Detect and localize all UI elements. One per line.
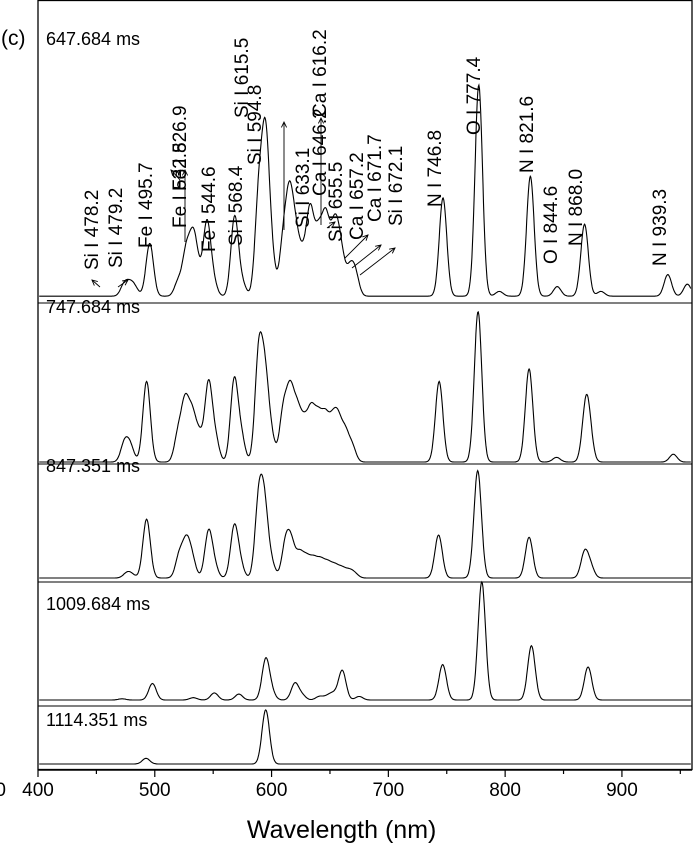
ion-line-label: N I 746.8 xyxy=(425,130,446,207)
annotation-arrowhead xyxy=(170,169,177,176)
ion-line-label: Fe I 526.9 xyxy=(170,105,191,191)
annotation-arrowhead xyxy=(91,279,98,286)
panel-time-label: 1114.351 ms xyxy=(46,710,147,730)
annotation-leader-line xyxy=(91,279,101,288)
annotation-arrowhead xyxy=(122,279,129,286)
spectrum-line xyxy=(39,469,691,579)
panel-time-label: 747.684 ms xyxy=(46,297,140,317)
ion-line-label: Si I 655.5 xyxy=(326,162,347,242)
spectrum-line xyxy=(39,310,691,463)
annotation-leader-line xyxy=(351,244,382,269)
x-tick-label: 700 xyxy=(373,780,405,801)
x-tick-label: 800 xyxy=(489,780,521,801)
panel-time-label: 647.684 ms xyxy=(46,29,140,49)
annotation-leader-line xyxy=(344,234,369,259)
plot-frame xyxy=(37,0,693,771)
ion-line-label: N I 939.3 xyxy=(650,189,671,266)
x-tick-label: 600 xyxy=(256,780,288,801)
annotation-leader-line xyxy=(170,169,181,181)
ion-line-label: Si I 479.2 xyxy=(106,188,127,268)
ion-line-label: Fe I 495.7 xyxy=(136,162,157,248)
x-axis-label: Wavelength (nm) xyxy=(247,816,436,844)
ion-line-label: Si I 568.4 xyxy=(226,165,247,246)
annotation-arrowhead xyxy=(362,234,369,241)
x-tick-label: 500 xyxy=(139,780,171,801)
ion-line-label: Si I 672.1 xyxy=(386,146,407,226)
ion-line-label: Si I 615.5 xyxy=(232,38,253,118)
x-tick-label: 400 xyxy=(22,780,54,801)
ion-line-label: Si I 478.2 xyxy=(82,190,103,270)
ion-line-label: Ca I 657.2 xyxy=(347,152,368,240)
panel-time-label: 847.351 ms xyxy=(46,456,140,476)
ion-line-label: Si I 633.1 xyxy=(293,148,314,228)
ion-line-label: Ca I 646.2 xyxy=(310,108,331,196)
ion-line-label: N I 868.0 xyxy=(566,169,587,246)
annotation-arrowhead xyxy=(375,244,382,251)
annotation-arrowhead xyxy=(317,116,325,124)
annotation-arrowhead xyxy=(389,247,396,254)
annotation-leader-line xyxy=(117,279,129,288)
annotation-arrowhead xyxy=(280,120,288,128)
annotation-leader-line xyxy=(359,247,396,276)
spectrum-line xyxy=(39,709,691,765)
x-tick-label: 900 xyxy=(606,780,638,801)
ion-line-label: N I 821.6 xyxy=(517,96,538,173)
ion-line-label: Ca I 671.7 xyxy=(365,134,386,222)
annotation-arrowhead xyxy=(329,221,336,228)
annotation-arrowhead xyxy=(181,168,189,176)
ion-line-label: Fe I 544.6 xyxy=(199,166,220,252)
ion-line-label: O I 844.6 xyxy=(541,186,562,264)
ion-line-label: Si I 594.8 xyxy=(245,85,266,165)
cropped-tick-label: 0 xyxy=(0,780,6,801)
ion-line-label: Fe I 532.8 xyxy=(170,142,191,228)
annotation-leader-line xyxy=(326,221,336,229)
panel-tag: (c) xyxy=(1,27,26,50)
ion-line-label: Ca I 616.2 xyxy=(310,29,331,117)
ion-line-label: O I 777.4 xyxy=(464,56,485,135)
spectrum-line xyxy=(39,83,692,297)
spectrum-line xyxy=(39,580,691,701)
panel-time-label: 1009.684 ms xyxy=(46,594,150,614)
